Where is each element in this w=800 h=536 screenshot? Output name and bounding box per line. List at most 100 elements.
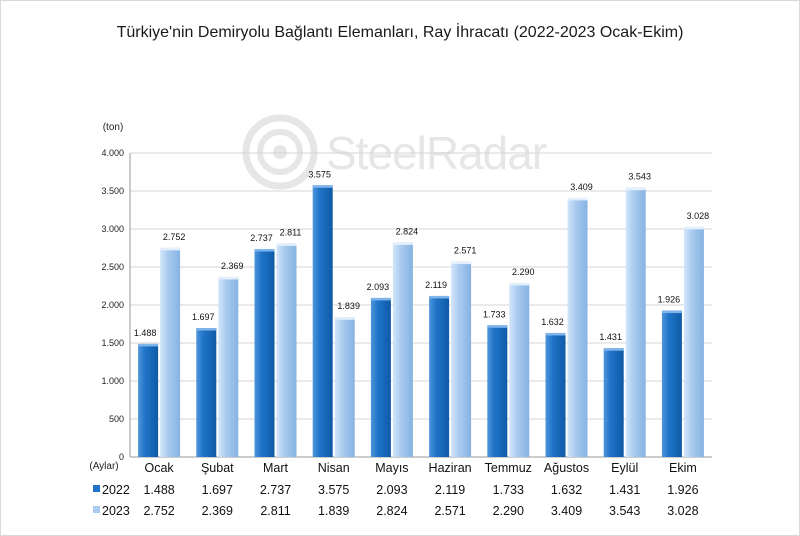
bar-2023: [392, 242, 413, 457]
y-tick-label: 500: [109, 414, 124, 424]
bar-2022-cap: [312, 185, 333, 188]
y-tick-label: 1.500: [101, 338, 124, 348]
y-tick-label: 2.500: [101, 262, 124, 272]
bar-2023-cap: [392, 242, 413, 245]
data-label-2023: 2.824: [396, 226, 419, 236]
watermark-ring-icon: [242, 114, 318, 190]
table-value-2023: 3.543: [609, 504, 640, 518]
bar-2022: [254, 248, 275, 457]
bar-2022-cap: [603, 348, 624, 351]
x-tick-label: Mart: [263, 461, 289, 475]
data-label-2022: 1.488: [134, 328, 157, 338]
table-value-2022: 3.575: [318, 483, 349, 497]
table-value-2022: 1.632: [551, 483, 582, 497]
data-label-2023: 2.369: [221, 261, 244, 271]
data-label-2022: 1.697: [192, 312, 215, 322]
y-tick-label: 1.000: [101, 376, 124, 386]
bar-2023: [683, 226, 704, 457]
x-tick-label: Temmuz: [485, 461, 532, 475]
table-value-2022: 1.488: [143, 483, 174, 497]
data-label-2023: 3.409: [570, 182, 593, 192]
data-label-2022: 3.575: [308, 169, 331, 179]
table-value-2023: 2.824: [376, 504, 407, 518]
x-tick-label: Eylül: [611, 461, 638, 475]
data-label-2023: 2.571: [454, 246, 477, 256]
bar-2023-cap: [218, 276, 239, 280]
bar-2022-cap: [661, 310, 682, 314]
table-value-2023: 3.409: [551, 504, 582, 518]
data-label-2023: 3.028: [687, 211, 710, 221]
bar-2023: [567, 197, 588, 457]
bar-2023-cap: [276, 243, 297, 246]
bar-2022: [545, 332, 566, 457]
y-tick-label: 3.500: [101, 186, 124, 196]
table-value-2023: 2.369: [202, 504, 233, 518]
bar-2023-cap: [509, 282, 530, 286]
x-tick-label: Haziran: [429, 461, 472, 475]
x-tick-label: Ağustos: [544, 461, 589, 475]
x-tick-label: Nisan: [318, 461, 350, 475]
table-value-2023: 1.839: [318, 504, 349, 518]
bar-2022-cap: [254, 248, 275, 252]
table-value-2023: 2.290: [493, 504, 524, 518]
bar-2023: [160, 247, 181, 457]
y-axis-unit-label: (ton): [103, 122, 124, 133]
x-tick-label: Mayıs: [375, 461, 408, 475]
bar-2023-cap: [625, 187, 646, 191]
bar-2022: [138, 343, 159, 457]
bar-2022: [429, 295, 450, 457]
data-label-2023: 1.839: [337, 301, 360, 311]
bar-2022-cap: [138, 343, 159, 347]
chart-title: Türkiye'nin Demiryolu Bağlantı Elemanlar…: [116, 24, 684, 41]
table-value-2023: 2.571: [434, 504, 465, 518]
bar-2023: [451, 261, 472, 457]
bar-2023-cap: [334, 317, 355, 320]
data-label-2022: 1.632: [541, 317, 564, 327]
y-tick-label: 2.000: [101, 300, 124, 310]
data-label-2022: 2.093: [367, 282, 390, 292]
y-tick-label: 0: [119, 452, 124, 462]
table-value-2023: 2.811: [260, 504, 290, 518]
bar-2022: [312, 185, 333, 458]
bar-2022-cap: [429, 295, 450, 299]
data-label-2022: 2.737: [250, 233, 273, 243]
table-value-2022: 1.697: [202, 483, 233, 497]
data-label-2023: 2.752: [163, 232, 186, 242]
table-value-2022: 2.093: [376, 483, 407, 497]
x-tick-label: Şubat: [201, 461, 234, 475]
legend-swatch-2023: [93, 506, 100, 513]
bar-2022: [370, 297, 391, 457]
bar-2023-cap: [451, 261, 472, 265]
legend-label-2023: 2023: [102, 504, 130, 518]
data-label-2022: 1.733: [483, 309, 506, 319]
bar-2023-cap: [160, 247, 181, 251]
table-value-2022: 2.119: [435, 483, 465, 497]
bar-2022-cap: [196, 328, 217, 331]
bar-2023-cap: [683, 226, 704, 230]
data-label-2022: 2.119: [425, 280, 447, 290]
bar-2023-cap: [567, 197, 588, 201]
table-value-2022: 1.733: [493, 483, 524, 497]
data-label-2022: 1.431: [599, 332, 622, 342]
bar-2023: [334, 317, 355, 457]
bar-2022: [487, 325, 508, 457]
data-label-2023: 2.290: [512, 267, 535, 277]
bar-2022: [603, 348, 624, 457]
table-value-2022: 1.431: [609, 483, 640, 497]
y-tick-label: 3.000: [101, 224, 124, 234]
table-value-2022: 2.737: [260, 483, 291, 497]
bar-2022: [196, 328, 217, 457]
bar-2022: [661, 310, 682, 457]
legend-label-2022: 2022: [102, 483, 130, 497]
x-tick-label: Ocak: [145, 461, 175, 475]
x-axis-unit-label: (Aylar): [89, 461, 118, 472]
y-tick-label: 4.000: [101, 148, 124, 158]
bar-2023: [625, 187, 646, 457]
x-tick-label: Ekim: [669, 461, 697, 475]
data-label-2022: 1.926: [658, 295, 681, 305]
legend-swatch-2022: [93, 485, 100, 492]
data-label-2023: 3.543: [628, 172, 651, 182]
table-value-2022: 1.926: [667, 483, 698, 497]
data-label-2023: 2.811: [280, 227, 302, 237]
